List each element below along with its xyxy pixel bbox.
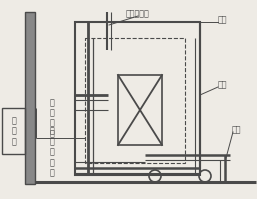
Bar <box>75 22 200 175</box>
Bar <box>2 108 25 154</box>
Bar <box>118 75 162 145</box>
Bar <box>25 12 35 184</box>
Text: 工件: 工件 <box>218 81 227 90</box>
Text: 推车: 推车 <box>232 126 242 135</box>
Bar <box>25 12 35 184</box>
Text: 升
座
机
构: 升 座 机 构 <box>50 98 54 138</box>
Bar <box>85 38 185 163</box>
Text: 工
件
热
电
偶: 工 件 热 电 偶 <box>50 127 54 177</box>
Text: 炉膛热电偶: 炉膛热电偶 <box>126 10 150 19</box>
Text: 控
制
柜: 控 制 柜 <box>11 116 16 146</box>
Text: 炉罩: 炉罩 <box>218 16 227 24</box>
